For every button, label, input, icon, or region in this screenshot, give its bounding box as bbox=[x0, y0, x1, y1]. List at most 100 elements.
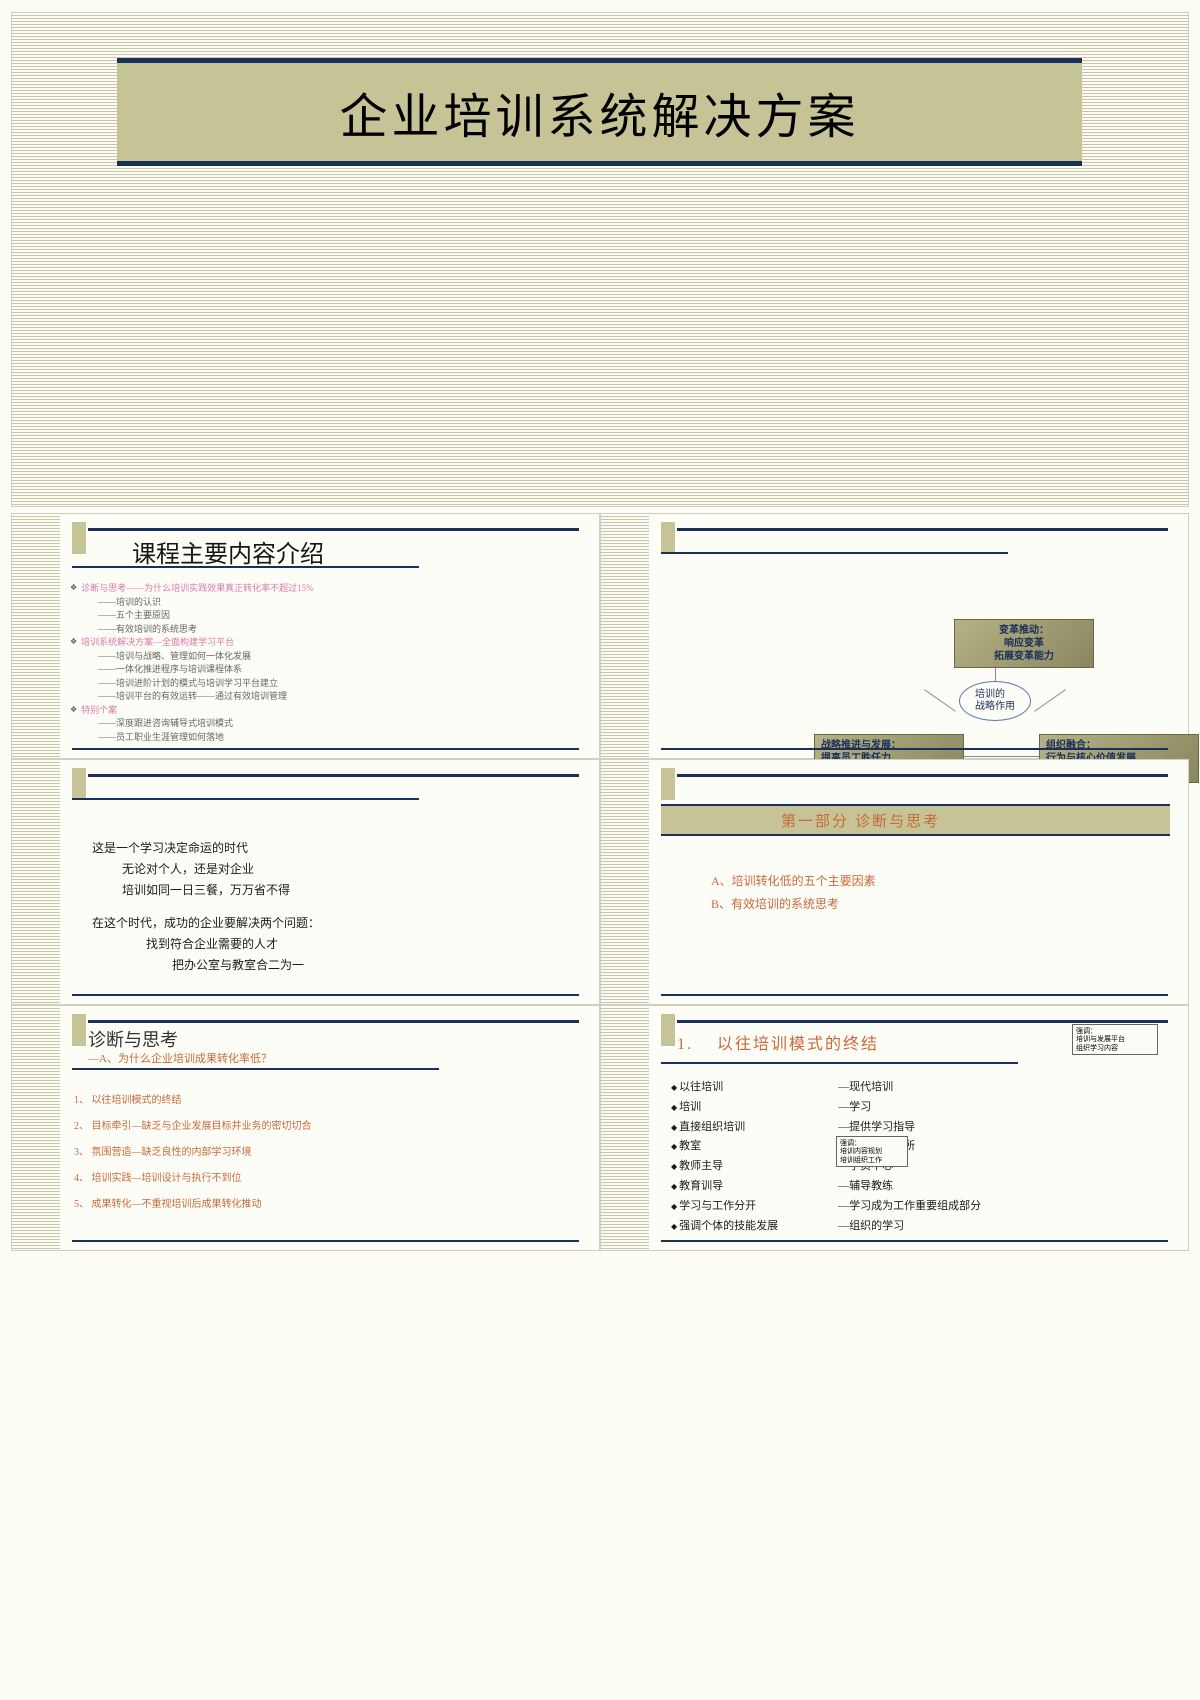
sidebar-stripes bbox=[601, 760, 649, 1004]
slide-learning-era: 这是一个学习决定命运的时代 无论对个人，还是对企业 培训如同一日三餐，万万省不得… bbox=[11, 759, 600, 1005]
outline-item: ——培训的认识 bbox=[70, 596, 569, 610]
list-item: 3、 氛围营造—缺乏良性的内部学习环境 bbox=[74, 1140, 312, 1166]
outline-item: ——培训进阶计划的模式与培训学习平台建立 bbox=[70, 677, 569, 691]
text-line: 无论对个人，还是对企业 bbox=[92, 859, 320, 880]
underline-icon bbox=[72, 1068, 439, 1070]
bottom-bar-icon bbox=[72, 748, 579, 750]
top-bar-icon bbox=[88, 528, 579, 531]
title-num: 1. bbox=[677, 1036, 693, 1053]
top-bar-icon bbox=[677, 774, 1168, 777]
top-bar-icon bbox=[677, 1020, 1168, 1023]
item-a: A、培训转化低的五个主要因素 bbox=[711, 870, 876, 893]
list-item: 教师主导 bbox=[671, 1157, 778, 1177]
list-item: 1、 以往培训模式的终结 bbox=[74, 1088, 312, 1114]
outline-item: ——五个主要原因 bbox=[70, 609, 569, 623]
text-line: 把办公室与教室合二为一 bbox=[92, 955, 320, 976]
list-item: —辅导教练 bbox=[838, 1177, 981, 1197]
outline-item: ——员工职业生涯管理如何落地 bbox=[70, 731, 569, 745]
sidebar-stripes bbox=[12, 1006, 60, 1250]
list-item: 5、 成果转化—不重视培训后成果转化推动 bbox=[74, 1192, 312, 1218]
accent-tab bbox=[661, 522, 675, 554]
comparison-columns: 以往培训培训直接组织培训教室教师主导教育训导学习与工作分开强调个体的技能发展 —… bbox=[671, 1078, 981, 1236]
list-item: 学习与工作分开 bbox=[671, 1197, 778, 1217]
accent-tab bbox=[661, 768, 675, 800]
accent-tab bbox=[72, 768, 86, 800]
bottom-bar-icon bbox=[661, 748, 1168, 750]
slide-course-outline: 课程主要内容介绍 ❖诊断与思考——为什么培训实践效果真正转化率不超过15%——培… bbox=[11, 513, 600, 759]
callout-emphasis-2: 强调： 培训内容规划 培训组织工作 bbox=[836, 1136, 908, 1167]
list-item: —现代培训 bbox=[838, 1078, 981, 1098]
underline-icon bbox=[661, 552, 1008, 554]
ellipse-strategic-role: 培训的战略作用 bbox=[959, 681, 1031, 721]
text-line: 这是一个学习决定命运的时代 bbox=[92, 838, 320, 859]
outline-body: ❖诊断与思考——为什么培训实践效果真正转化率不超过15%——培训的认识——五个主… bbox=[70, 582, 569, 744]
main-title: 企业培训系统解决方案 bbox=[339, 77, 859, 147]
accent-tab bbox=[661, 1014, 675, 1046]
outline-heading: ❖特别个案 bbox=[70, 704, 569, 718]
list-item: —学习成为工作重要组成部分 bbox=[838, 1197, 981, 1217]
top-bar-icon bbox=[88, 1020, 579, 1023]
list-item: 4、 培训实践—培训设计与执行不到位 bbox=[74, 1166, 312, 1192]
numbered-list: 1、 以往培训模式的终结2、 目标牵引—缺乏与企业发展目标并业务的密切切合3、 … bbox=[74, 1088, 312, 1218]
outline-item: ——培训平台的有效运转——通过有效培训管理 bbox=[70, 690, 569, 704]
top-bar-icon bbox=[677, 528, 1168, 531]
section-band: 第一部分 诊断与思考 bbox=[661, 804, 1170, 836]
list-item: 培训 bbox=[671, 1098, 778, 1118]
list-item: 直接组织培训 bbox=[671, 1118, 778, 1138]
section-body: A、培训转化低的五个主要因素 B、有效培训的系统思考 bbox=[711, 870, 876, 916]
bottom-bar-icon bbox=[72, 994, 579, 996]
bottom-bar-icon bbox=[72, 1240, 579, 1242]
section-title: 诊断与思考 bbox=[88, 1026, 178, 1052]
underline-icon bbox=[72, 566, 419, 568]
accent-tab bbox=[72, 1014, 86, 1046]
slides-grid: 课程主要内容介绍 ❖诊断与思考——为什么培训实践效果真正转化率不超过15%——培… bbox=[11, 513, 1189, 1251]
sidebar-stripes bbox=[12, 760, 60, 1004]
list-item: 强调个体的技能发展 bbox=[671, 1217, 778, 1237]
text-line: 培训如同一日三餐，万万省不得 bbox=[92, 880, 320, 901]
outline-item: ——一体化推进程序与培训课程体系 bbox=[70, 663, 569, 677]
item-b: B、有效培训的系统思考 bbox=[711, 893, 876, 916]
sidebar-stripes bbox=[601, 514, 649, 758]
text-line: 找到符合企业需要的人才 bbox=[92, 934, 320, 955]
connector-icon bbox=[1034, 689, 1066, 712]
title-banner: 企业培训系统解决方案 bbox=[117, 58, 1082, 166]
bottom-bar-icon bbox=[661, 1240, 1168, 1242]
connector-icon bbox=[964, 756, 1039, 757]
underline-icon bbox=[72, 798, 419, 800]
connector-icon bbox=[924, 689, 956, 712]
list-item: 以往培训 bbox=[671, 1078, 778, 1098]
outline-item: ——有效培训的系统思考 bbox=[70, 623, 569, 637]
list-item: —学习 bbox=[838, 1098, 981, 1118]
paragraph-text: 这是一个学习决定命运的时代 无论对个人，还是对企业 培训如同一日三餐，万万省不得… bbox=[92, 838, 320, 976]
box-change-drive: 变革推动：响应变革拓展变革能力 bbox=[954, 619, 1094, 668]
sidebar-stripes bbox=[601, 1006, 649, 1250]
section-subtitle: —A、为什么企业培训成果转化率低？ bbox=[88, 1050, 272, 1066]
outline-item: ——培训与战略、管理如何一体化发展 bbox=[70, 650, 569, 664]
slide-title: 企业培训系统解决方案 bbox=[11, 12, 1189, 507]
list-item: 教室 bbox=[671, 1137, 778, 1157]
bottom-bar-icon bbox=[661, 994, 1168, 996]
list-item: —组织的学习 bbox=[838, 1217, 981, 1237]
outline-heading: ❖诊断与思考——为什么培训实践效果真正转化率不超过15% bbox=[70, 582, 569, 596]
slide-comparison: 1. 以往培训模式的终结 以往培训培训直接组织培训教室教师主导教育训导学习与工作… bbox=[600, 1005, 1189, 1251]
section-title: 课程主要内容介绍 bbox=[132, 534, 324, 569]
col-past-training: 以往培训培训直接组织培训教室教师主导教育训导学习与工作分开强调个体的技能发展 bbox=[671, 1078, 778, 1236]
section-title: 1. 以往培训模式的终结 bbox=[677, 1030, 879, 1054]
band-title: 第一部分 诊断与思考 bbox=[781, 810, 940, 831]
outline-heading: ❖培训系统解决方案—全面构建学习平台 bbox=[70, 636, 569, 650]
list-item: 教育训导 bbox=[671, 1177, 778, 1197]
sidebar-stripes bbox=[12, 514, 60, 758]
outline-item: ——深度跟进咨询辅导式培训模式 bbox=[70, 717, 569, 731]
title-text: 以往培训模式的终结 bbox=[717, 1036, 879, 1053]
slide-diagnosis-list: 诊断与思考 —A、为什么企业培训成果转化率低？ 1、 以往培训模式的终结2、 目… bbox=[11, 1005, 600, 1251]
connector-icon bbox=[995, 665, 996, 681]
text-line: 在这个时代，成功的企业要解决两个问题： bbox=[92, 913, 320, 934]
slide-strategy-diagram: 变革推动：响应变革拓展变革能力 培训的战略作用 战略推进与发展：提高员工胜任力员… bbox=[600, 513, 1189, 759]
accent-tab bbox=[72, 522, 86, 554]
list-item: 2、 目标牵引—缺乏与企业发展目标并业务的密切切合 bbox=[74, 1114, 312, 1140]
underline-icon bbox=[661, 1062, 1018, 1064]
list-item: —提供学习指导 bbox=[838, 1118, 981, 1138]
slide-part-one: 第一部分 诊断与思考 A、培训转化低的五个主要因素 B、有效培训的系统思考 bbox=[600, 759, 1189, 1005]
spacer bbox=[92, 901, 320, 913]
top-bar-icon bbox=[88, 774, 579, 777]
